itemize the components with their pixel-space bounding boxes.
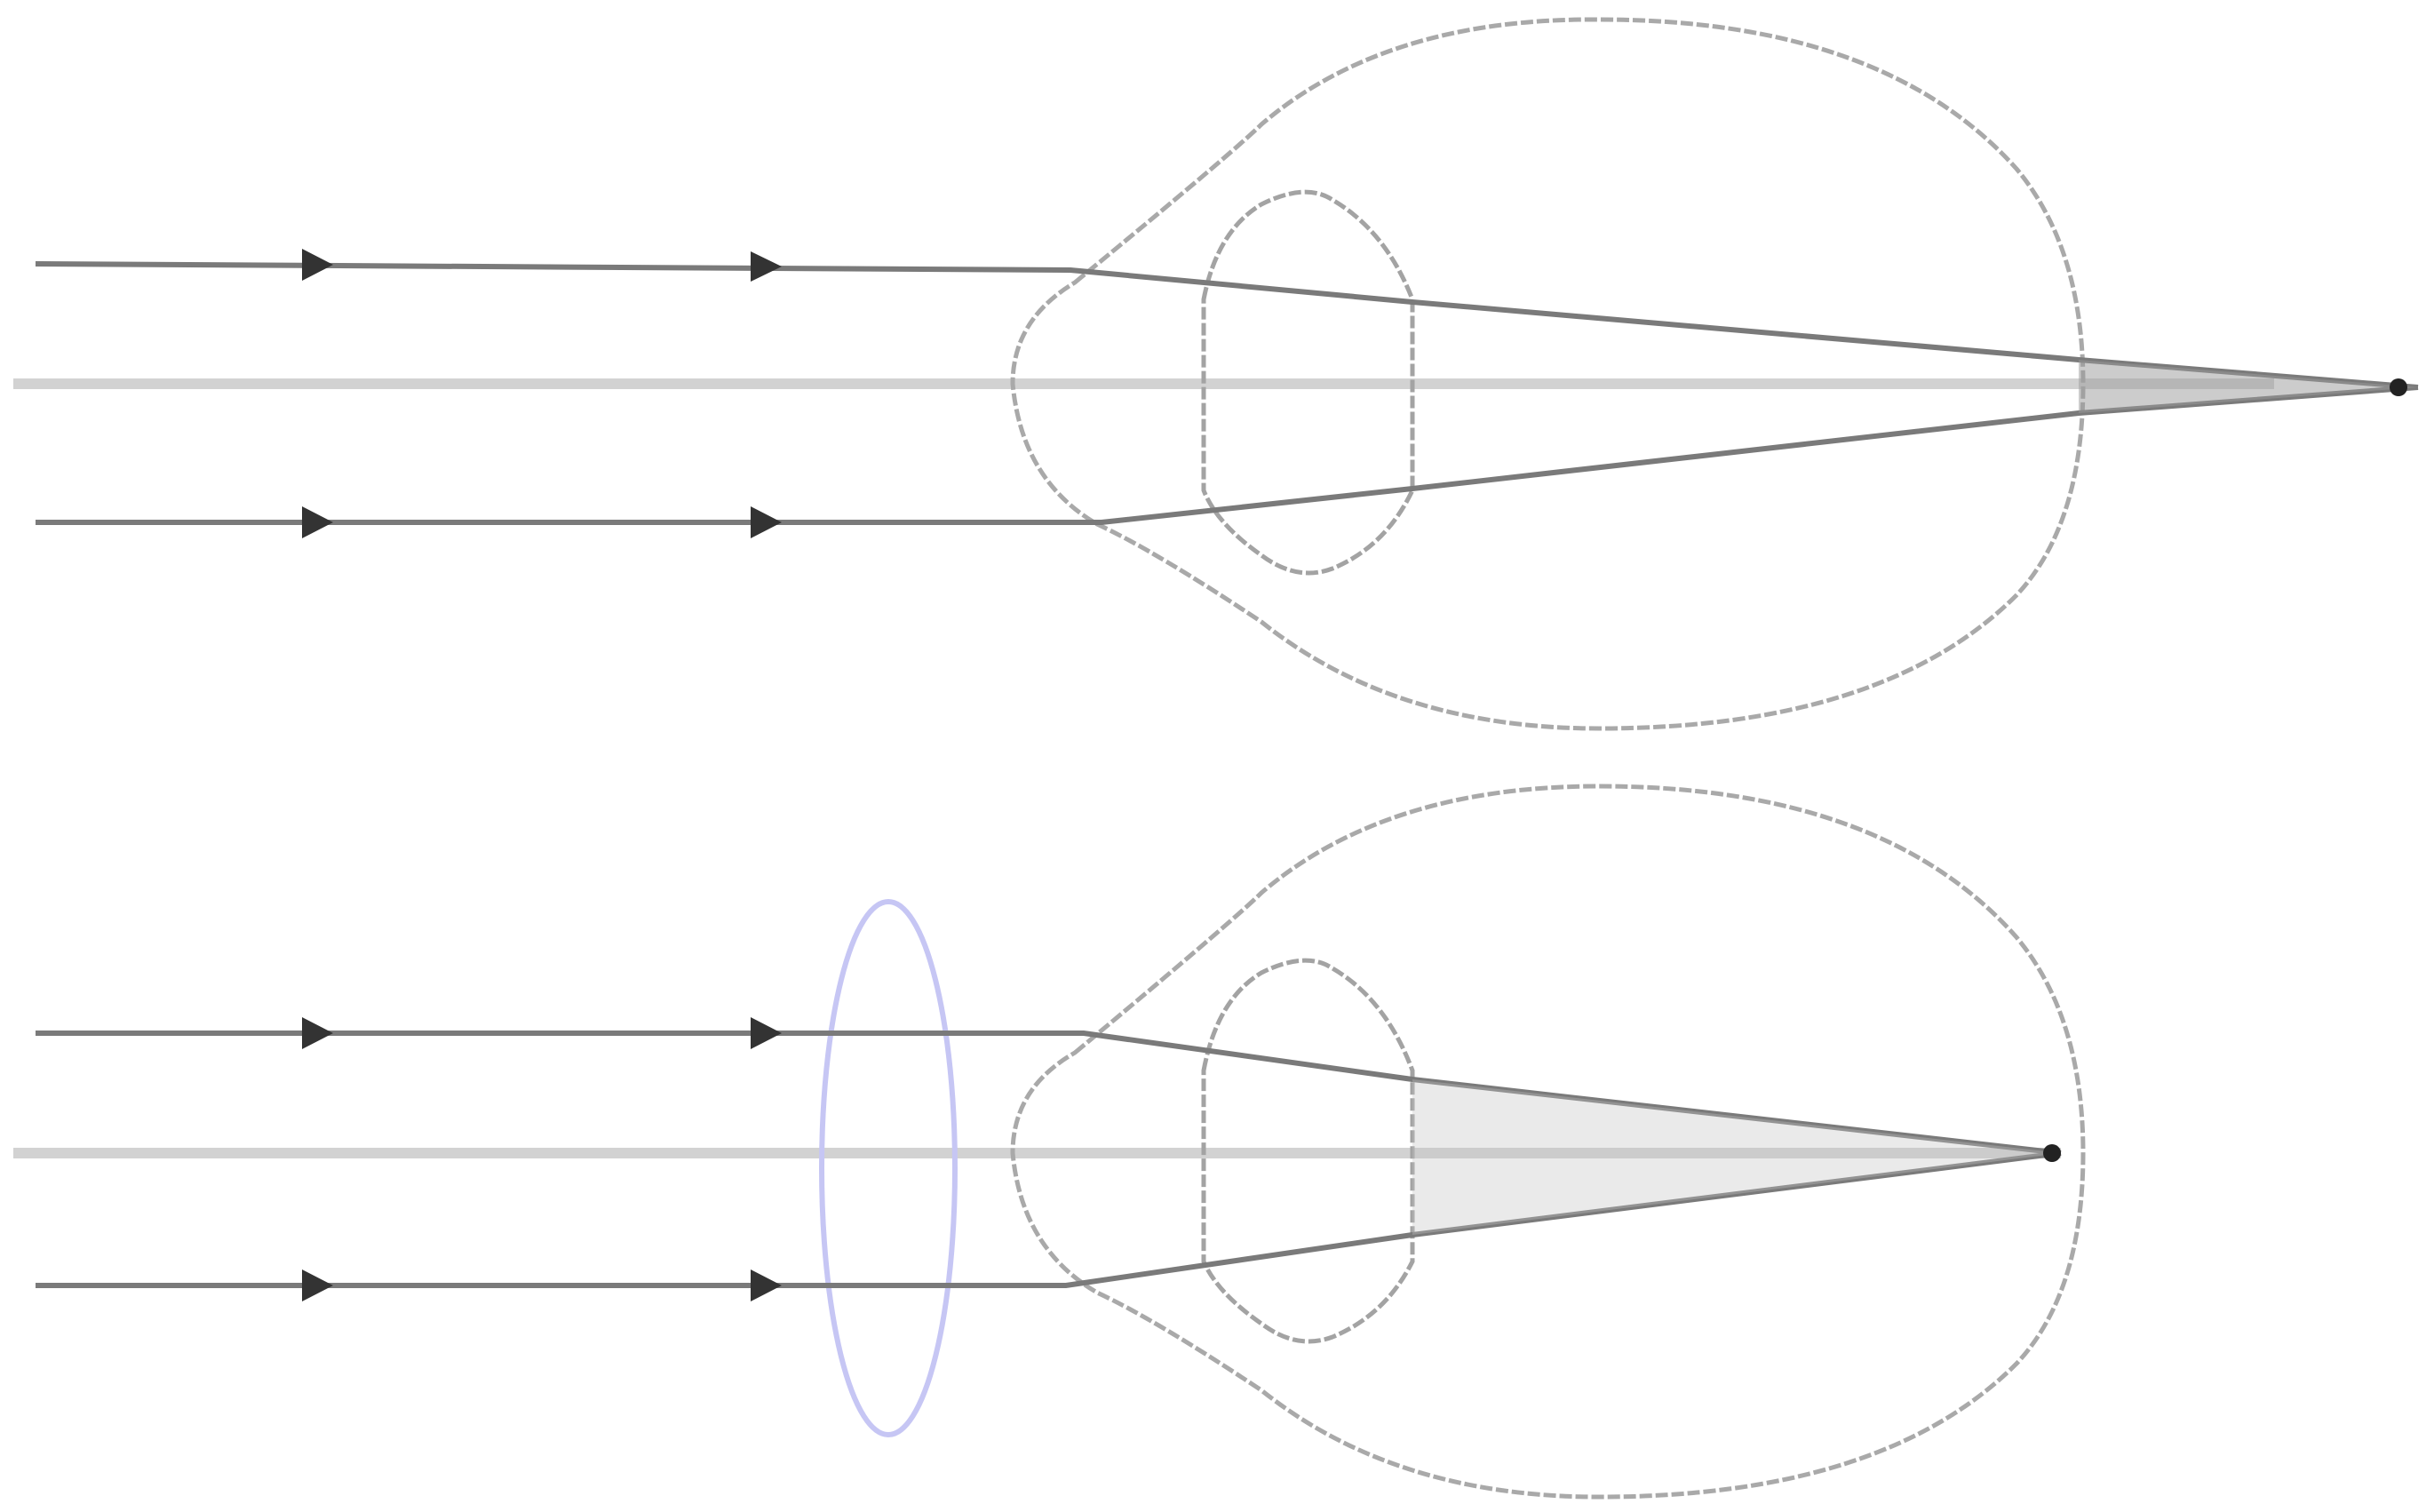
uncorrected-eye-panel	[13, 17, 2419, 731]
arrow-icon	[302, 506, 333, 538]
incident-ray-upper	[35, 261, 2419, 390]
incident-ray-lower	[36, 1150, 2062, 1288]
converging-beam	[2079, 360, 2418, 413]
eyeball-outline	[1010, 17, 2086, 731]
eyeball-outline	[1010, 784, 2086, 1500]
arrow-icon	[751, 1017, 782, 1049]
arrow-icon	[751, 506, 782, 538]
focal-point	[2043, 1144, 2061, 1162]
converging-lens-icon	[819, 899, 958, 1437]
converging-beam	[1412, 1079, 2061, 1235]
arrow-icon	[751, 1269, 782, 1301]
crystalline-lens	[1201, 958, 1415, 1344]
incident-ray-lower	[36, 385, 2419, 525]
arrow-icon	[302, 1017, 333, 1049]
arrow-icon	[302, 249, 333, 281]
corrected-eye-panel	[13, 784, 2086, 1500]
arrow-icon	[302, 1269, 333, 1301]
crystalline-lens	[1201, 189, 1415, 576]
arrow-icon	[751, 251, 782, 282]
incident-ray-upper	[36, 1031, 2062, 1156]
focal-point	[2390, 378, 2407, 396]
